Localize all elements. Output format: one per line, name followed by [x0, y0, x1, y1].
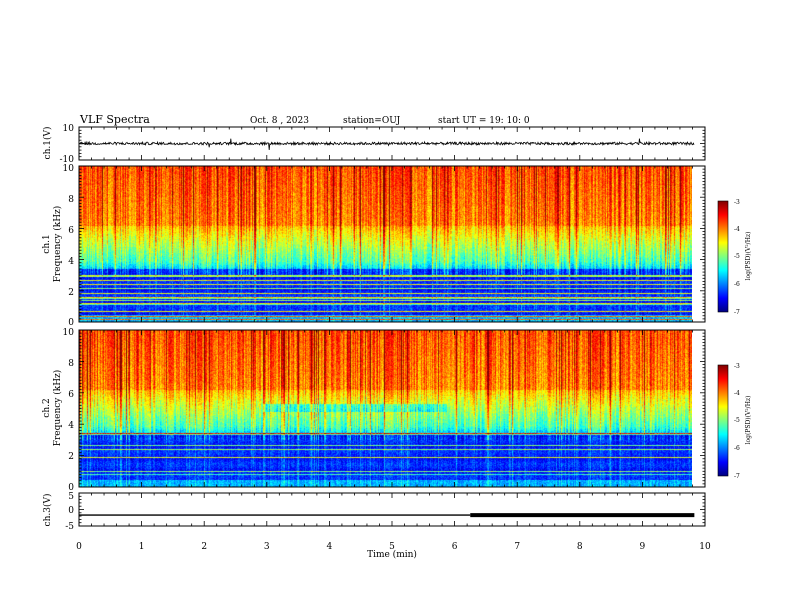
- ch2-cb-tick-7: -7: [734, 473, 740, 480]
- x-tick-label-5: 5: [389, 542, 395, 552]
- ch2-cb-label: log(PSD)(V²/Hz): [745, 396, 752, 445]
- station-label: station=OUJ: [343, 116, 401, 126]
- ch1-cb-tick-7: -7: [734, 309, 740, 316]
- x-tick-labels: 0 1 2 3 4 5 6 7 8 9 10: [76, 542, 711, 552]
- ch1-freq-ylabel: Frequency (kHz): [52, 206, 63, 283]
- x-tick-label-10: 10: [699, 542, 711, 552]
- ch1-ytick-4: 4: [68, 257, 74, 267]
- ch2-colorbar-frame: [717, 364, 729, 477]
- ch2-cb-tick-3: -3: [734, 363, 740, 370]
- x-tick-label-9: 9: [640, 542, 646, 552]
- ch1-waveform-trace: [78, 138, 695, 150]
- x-tick-label-4: 4: [327, 542, 333, 552]
- ch2-colorbar-gradient: [718, 365, 728, 476]
- ch1-spectrogram-panel: 0 2 4 6 8 10 ch.1 Frequency (kHz): [42, 164, 706, 328]
- ch3-ytick-0: 0: [68, 506, 74, 516]
- ch2-cb-tick-6: -6: [734, 445, 740, 452]
- ch1-ytick-6: 6: [68, 226, 74, 236]
- ch2-ytick-4: 4: [68, 421, 74, 431]
- ch1-spec-ylabel: ch.1: [42, 234, 52, 253]
- ch2-spectrogram-panel: 0 2 4 6 8 10 ch.2 Frequency (kHz): [42, 328, 706, 493]
- x-tick-label-7: 7: [514, 542, 520, 552]
- ch1-colorbar: -3 -4 -5 -6 -7 log(PSD)(V²/Hz): [717, 199, 752, 316]
- ch1-cb-tick-5: -5: [734, 253, 740, 260]
- ch2-colorbar: -3 -4 -5 -6 -7 log(PSD)(V²/Hz): [717, 363, 752, 480]
- ch3-ytick-neg5: -5: [65, 522, 74, 532]
- start-time-label: start UT = 19: 10: 0: [438, 116, 530, 126]
- ch2-ytick-0: 0: [68, 483, 74, 493]
- ch2-ytick-10: 10: [63, 328, 75, 338]
- figure-title: VLF Spectra: [79, 113, 150, 126]
- ch1-ylabel: ch.1(V): [42, 127, 53, 160]
- ch2-ytick-8: 8: [68, 359, 74, 369]
- ch1-ytick-10: 10: [63, 164, 75, 174]
- x-tick-label-6: 6: [452, 542, 458, 552]
- ch2-ytick-2: 2: [68, 452, 74, 462]
- x-axis-label: Time (min): [367, 549, 417, 560]
- x-tick-label-8: 8: [577, 542, 583, 552]
- ch1-cb-tick-3: -3: [734, 199, 740, 206]
- x-tick-label-2: 2: [201, 542, 207, 552]
- ch2-freq-ylabel: Frequency (kHz): [52, 370, 63, 447]
- ch1-cb-tick-4: -4: [734, 226, 740, 233]
- ch1-ytick-8: 8: [68, 195, 74, 205]
- ch1-colorbar-gradient: [718, 201, 728, 312]
- x-tick-label-1: 1: [139, 542, 145, 552]
- ch1-cb-label: log(PSD)(V²/Hz): [745, 232, 752, 281]
- ch1-ytick-2: 2: [68, 288, 74, 298]
- ch1-colorbar-frame: [717, 200, 729, 313]
- date-label: Oct. 8 , 2023: [250, 116, 309, 126]
- ch2-ytick-6: 6: [68, 390, 74, 400]
- ch1-ytick-top: 10: [63, 124, 75, 134]
- ch2-spec-ylabel: ch.2: [42, 398, 52, 417]
- ch1-cb-tick-6: -6: [734, 281, 740, 288]
- x-tick-label-0: 0: [76, 542, 82, 552]
- ch3-ytick-5: 5: [68, 492, 74, 502]
- ch2-spectrogram-image: [79, 330, 692, 487]
- ch2-cb-tick-4: -4: [734, 390, 740, 397]
- x-tick-label-3: 3: [264, 542, 270, 552]
- ch3-ylabel: ch.3(V): [42, 494, 53, 527]
- axis-ticks: [78, 126, 706, 527]
- ch2-cb-tick-5: -5: [734, 417, 740, 424]
- ch1-ytick-bottom: -10: [60, 155, 75, 165]
- ch1-ytick-0: 0: [68, 318, 74, 328]
- ch1-spectrogram-image: [79, 166, 692, 322]
